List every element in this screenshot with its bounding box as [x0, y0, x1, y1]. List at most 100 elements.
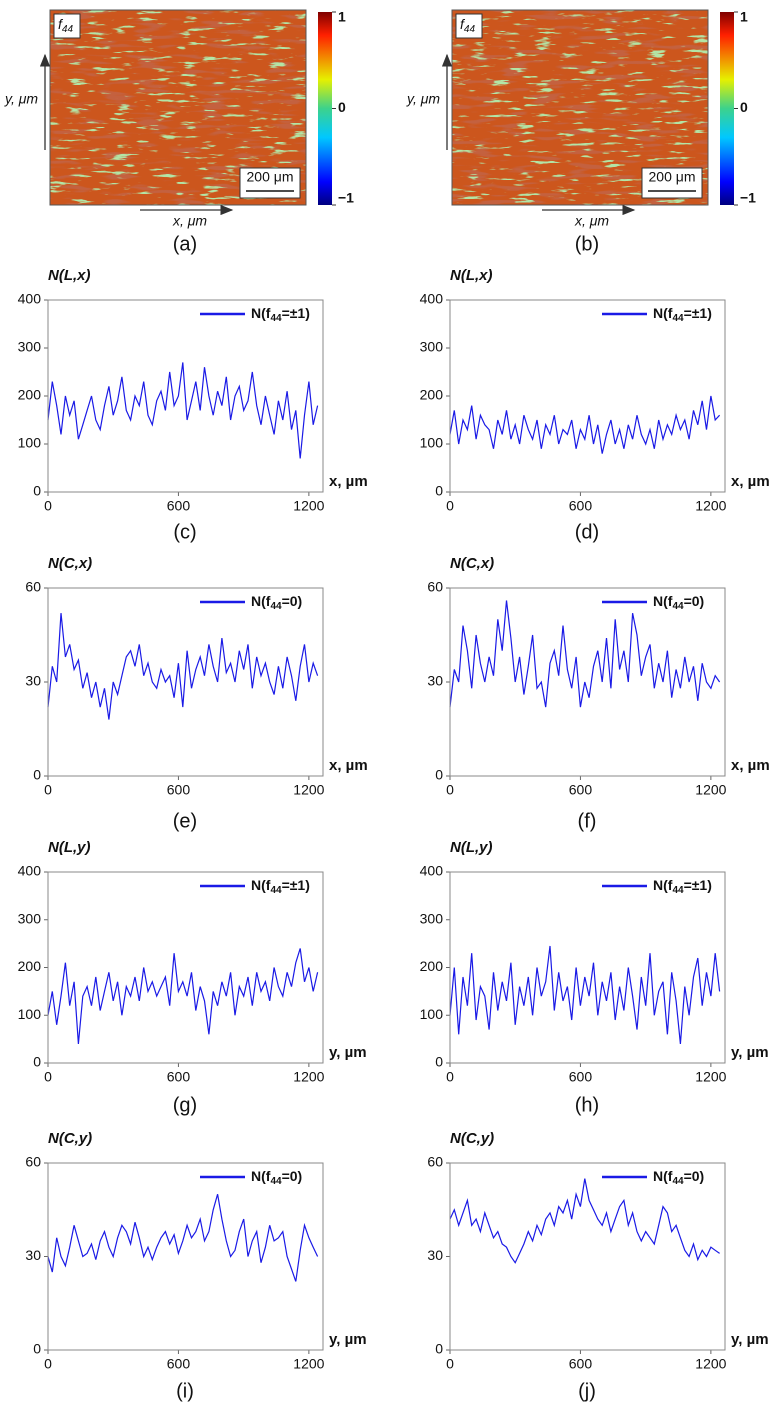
x-tick-label: 1200 [293, 1069, 324, 1085]
y-tick-label: 400 [420, 291, 444, 307]
y-tick-label: 200 [420, 387, 444, 403]
plot-frame [449, 871, 726, 1064]
badge: f44 [460, 16, 475, 35]
colorbar-tick-label: 0 [338, 99, 346, 115]
x-axis-label: x, µm [731, 473, 770, 490]
y-tick-label: 200 [18, 387, 42, 403]
x-tick-label: 0 [44, 498, 52, 514]
y-tick-label: 60 [25, 1154, 41, 1170]
y-tick-label: 400 [420, 863, 444, 879]
x-tick-label: 1200 [695, 1356, 726, 1372]
colorbar [720, 12, 734, 205]
y-tick-label: 0 [435, 767, 443, 783]
x-axis-label: y, µm [731, 1044, 769, 1061]
x-axis-label: y, µm [329, 1331, 367, 1348]
x-tick-label: 600 [569, 1069, 593, 1085]
y-axis-label: N(L,x) [48, 267, 91, 284]
plot-frame [47, 587, 324, 777]
x-tick-label: 600 [167, 1069, 191, 1085]
plot-frame [449, 587, 726, 777]
legend-label: N(f44=0) [251, 1168, 302, 1187]
panel-label: (h) [575, 1094, 599, 1116]
y-tick-label: 300 [18, 910, 42, 926]
plot-frame [449, 299, 726, 493]
plot-frame [47, 1162, 324, 1351]
map-border [49, 9, 307, 206]
x-tick-label: 1200 [293, 1356, 324, 1372]
data-line [47, 948, 319, 1044]
badge-box [53, 13, 81, 39]
panel-label: (i) [176, 1380, 194, 1402]
y-tick-label: 300 [18, 339, 42, 355]
y-tick-label: 200 [18, 958, 42, 974]
plot-frame [449, 1162, 726, 1351]
y-tick-label: 200 [420, 958, 444, 974]
y-tick-label: 0 [33, 1054, 41, 1070]
data-line [449, 1178, 720, 1264]
x-axis-label: x, µm [329, 757, 368, 774]
y-axis-label: y, μm [4, 91, 38, 107]
x-tick-label: 1200 [695, 1069, 726, 1085]
y-axis-label: N(L,x) [450, 267, 493, 284]
y-tick-label: 0 [33, 1341, 41, 1357]
scale-box [239, 167, 301, 199]
y-tick-label: 100 [18, 435, 42, 451]
x-tick-label: 1200 [293, 782, 324, 798]
y-axis-label: N(C,x) [450, 555, 494, 572]
y-tick-label: 0 [435, 1341, 443, 1357]
scale-bar-label: 200 μm [649, 169, 696, 185]
colorbar-tick-label: −1 [740, 190, 756, 206]
panel-label: (c) [173, 521, 196, 543]
y-tick-label: 100 [420, 435, 444, 451]
x-axis-label: y, µm [731, 1331, 769, 1348]
x-tick-label: 600 [569, 1356, 593, 1372]
y-tick-label: 0 [33, 767, 41, 783]
y-tick-label: 400 [18, 291, 42, 307]
y-tick-label: 400 [18, 863, 42, 879]
y-tick-label: 30 [25, 1247, 41, 1263]
x-tick-label: 1200 [695, 498, 726, 514]
panel-label: (g) [173, 1094, 197, 1116]
y-tick-label: 0 [33, 483, 41, 499]
y-tick-label: 30 [427, 1247, 443, 1263]
x-tick-label: 600 [569, 782, 593, 798]
y-axis-label: y, μm [406, 91, 440, 107]
y-axis-label: N(C,y) [450, 1130, 494, 1147]
y-tick-label: 0 [435, 1054, 443, 1070]
panel-label: (f) [578, 810, 597, 832]
y-tick-label: 300 [420, 910, 444, 926]
data-line [449, 395, 721, 454]
x-tick-label: 1200 [293, 498, 324, 514]
colorbar-tick-label: 1 [338, 9, 346, 25]
x-tick-label: 1200 [695, 782, 726, 798]
data-line [47, 362, 319, 459]
y-tick-label: 100 [18, 1006, 42, 1022]
map-border [451, 9, 709, 206]
plot-frame [47, 871, 324, 1064]
y-tick-label: 300 [420, 339, 444, 355]
scale-box [641, 167, 703, 199]
legend-label: N(f44=0) [653, 1168, 704, 1187]
badge: f44 [58, 16, 73, 35]
x-tick-label: 600 [167, 782, 191, 798]
panel-label: (d) [575, 521, 599, 543]
panel-label: (a) [173, 233, 197, 255]
x-tick-label: 0 [446, 498, 454, 514]
x-axis-label: x, μm [172, 213, 207, 229]
y-tick-label: 60 [427, 579, 443, 595]
x-tick-label: 0 [446, 782, 454, 798]
x-tick-label: 0 [44, 1356, 52, 1372]
y-axis-label: N(C,x) [48, 555, 92, 572]
y-tick-label: 0 [435, 483, 443, 499]
y-tick-label: 100 [420, 1006, 444, 1022]
x-tick-label: 600 [167, 498, 191, 514]
data-line [449, 600, 721, 708]
panel-label: (j) [578, 1380, 596, 1402]
colorbar-tick-label: 1 [740, 9, 748, 25]
x-tick-label: 600 [569, 498, 593, 514]
panel-label: (b) [575, 233, 599, 255]
x-tick-label: 0 [446, 1069, 454, 1085]
x-axis-label: x, μm [574, 213, 609, 229]
badge-box [455, 13, 483, 39]
y-tick-label: 30 [25, 673, 41, 689]
